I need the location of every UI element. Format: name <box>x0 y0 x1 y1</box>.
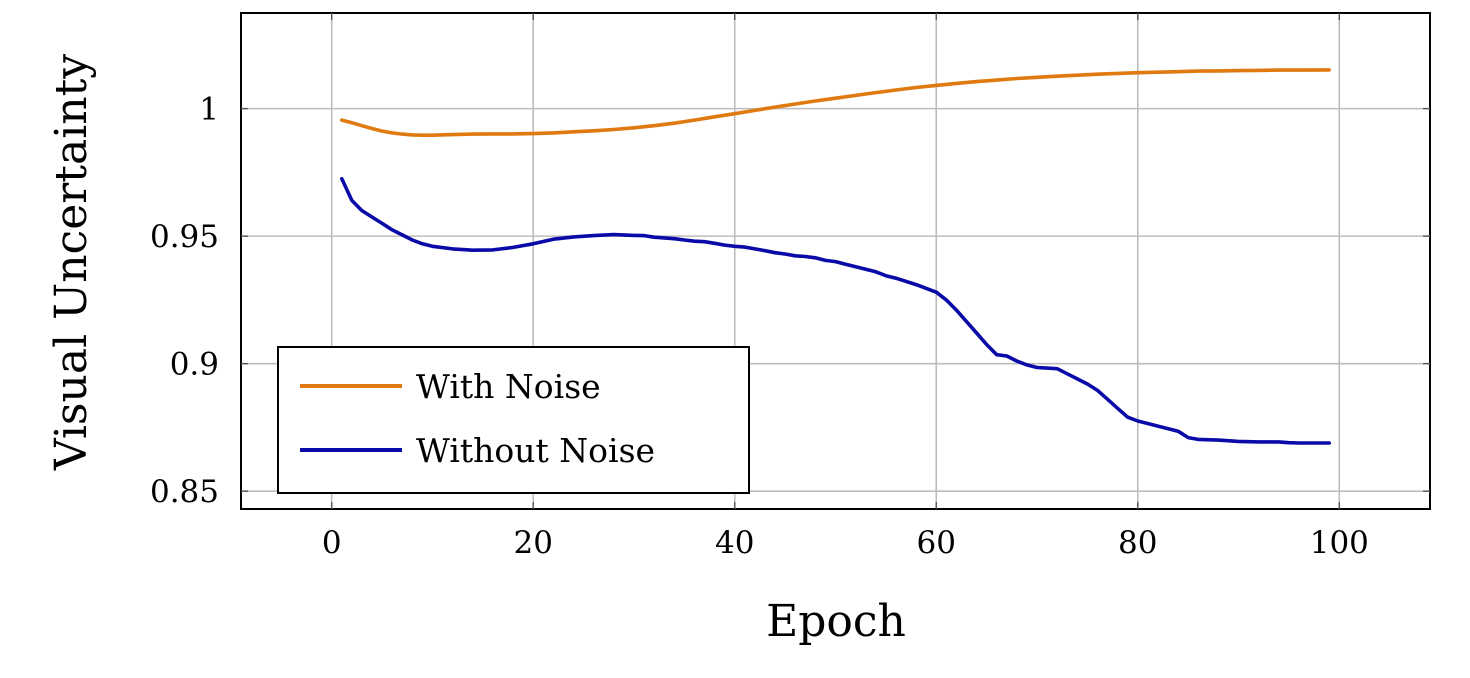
y-tick-label: 1 <box>199 92 219 128</box>
y-tick-label: 0.95 <box>150 219 219 255</box>
axis-ticks: 0 20 40 60 80 100 0.85 0.9 0.95 1 <box>150 13 1430 561</box>
x-tick-label: 20 <box>513 525 552 561</box>
series-line-with-noise <box>339 68 1331 137</box>
legend-label-with-noise: With Noise <box>416 367 601 406</box>
x-tick-label: 0 <box>322 525 342 561</box>
series-line-without-noise <box>339 177 1331 445</box>
y-axis-title: Visual Uncertainty <box>46 54 97 471</box>
plot-frame <box>240 12 1431 510</box>
legend-box <box>277 346 750 494</box>
legend: With Noise Without Noise <box>277 346 750 494</box>
legend-label-without-noise: Without Noise <box>416 431 655 470</box>
y-tick-label: 0.9 <box>170 347 219 383</box>
x-tick-label: 60 <box>917 525 956 561</box>
x-axis-title: Epoch <box>766 596 906 647</box>
series-layer <box>339 68 1331 445</box>
x-tick-label: 40 <box>715 525 754 561</box>
x-tick-label: 100 <box>1310 525 1369 561</box>
y-tick-label: 0.85 <box>150 474 219 510</box>
x-tick-label: 80 <box>1118 525 1157 561</box>
